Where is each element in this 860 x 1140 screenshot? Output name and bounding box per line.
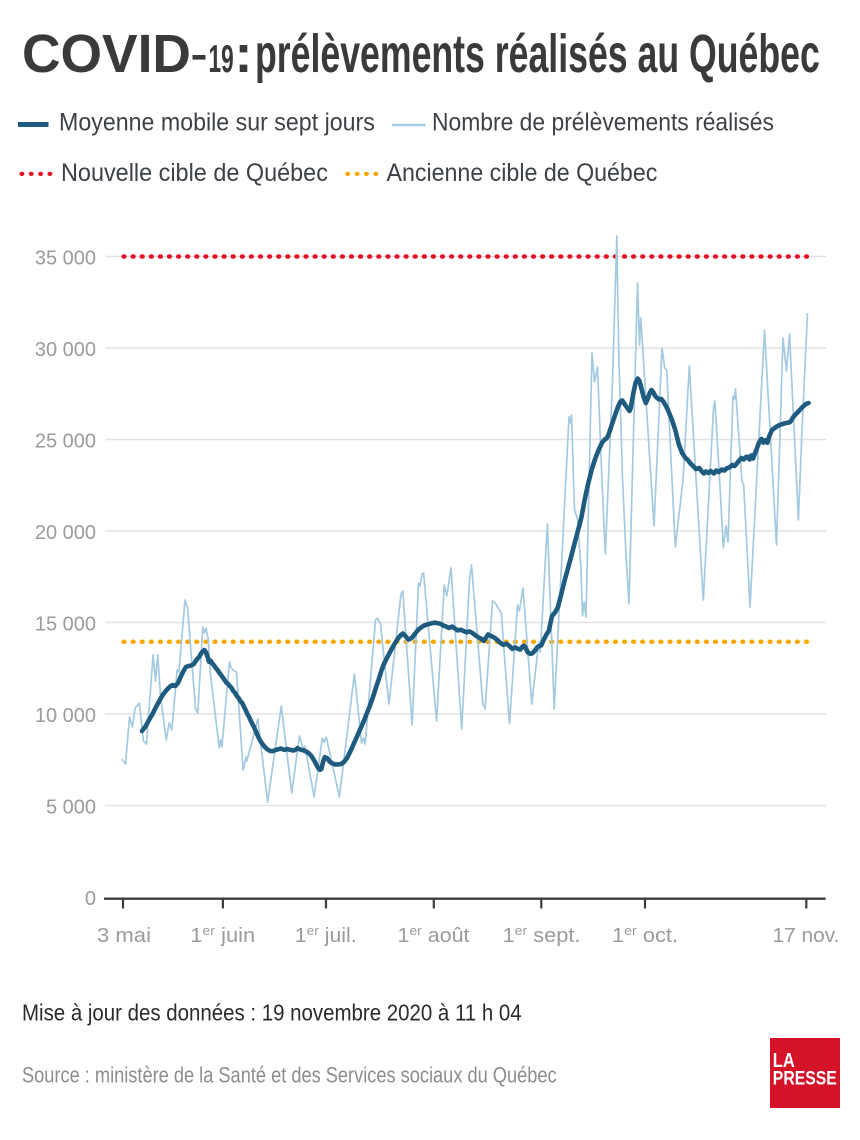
svg-text:1er juil.: 1er juil. bbox=[295, 923, 357, 946]
svg-text:10 000: 10 000 bbox=[35, 705, 96, 727]
svg-text:30 000: 30 000 bbox=[35, 339, 96, 361]
svg-text::: : bbox=[235, 24, 253, 84]
svg-text:25 000: 25 000 bbox=[35, 431, 96, 453]
svg-text:0: 0 bbox=[85, 888, 96, 910]
svg-text:prélèvements réalisés au Québe: prélèvements réalisés au Québec bbox=[255, 24, 820, 84]
svg-text:3 mai: 3 mai bbox=[97, 925, 151, 947]
svg-text:Ancienne cible de Québec: Ancienne cible de Québec bbox=[387, 159, 658, 187]
svg-text:Nouvelle cible de Québec: Nouvelle cible de Québec bbox=[61, 159, 328, 187]
svg-text:20 000: 20 000 bbox=[35, 522, 96, 544]
svg-text:1er août: 1er août bbox=[398, 923, 470, 946]
svg-text:5 000: 5 000 bbox=[46, 797, 96, 819]
svg-text:1er juin: 1er juin bbox=[190, 924, 255, 947]
svg-text:1er oct.: 1er oct. bbox=[612, 924, 678, 947]
svg-text:Source : ministère de la Santé: Source : ministère de la Santé et des Se… bbox=[22, 1064, 557, 1088]
svg-text:1er sept.: 1er sept. bbox=[503, 924, 581, 947]
svg-text:Nombre de prélèvements réalisé: Nombre de prélèvements réalisés bbox=[432, 109, 774, 137]
svg-text:Mise à jour des données : 19 n: Mise à jour des données : 19 novembre 20… bbox=[22, 999, 522, 1025]
svg-text:PRESSE: PRESSE bbox=[773, 1067, 837, 1089]
svg-text:17 nov.: 17 nov. bbox=[773, 924, 840, 946]
svg-text:Moyenne mobile sur sept jours: Moyenne mobile sur sept jours bbox=[59, 109, 375, 137]
svg-text:35 000: 35 000 bbox=[35, 248, 96, 270]
svg-text:15 000: 15 000 bbox=[35, 614, 96, 636]
svg-text:LA: LA bbox=[773, 1048, 795, 1071]
svg-text:COVID: COVID bbox=[22, 24, 191, 84]
svg-text:19: 19 bbox=[209, 37, 234, 81]
